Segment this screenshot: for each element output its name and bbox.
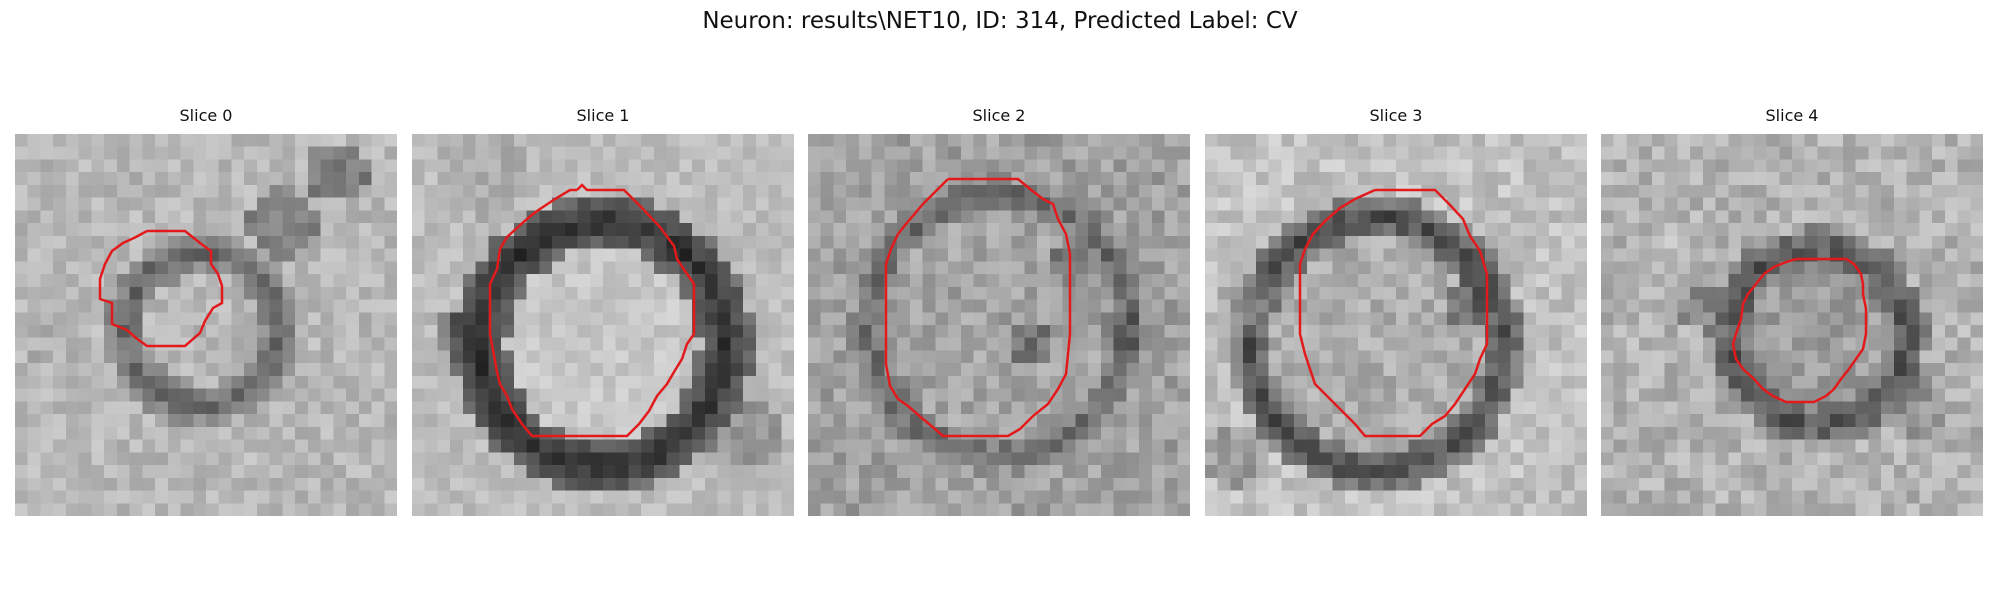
grayscale-microscopy-image-3 <box>1205 134 1587 516</box>
slice-title-3: Slice 3 <box>1369 106 1423 125</box>
segmentation-contour-1 <box>488 183 696 438</box>
grayscale-microscopy-image-2 <box>808 134 1190 516</box>
segmentation-contour-0 <box>98 229 224 348</box>
segmentation-contour-4 <box>1731 257 1868 404</box>
grayscale-microscopy-image-1 <box>412 134 794 516</box>
slice-image-1 <box>412 134 794 516</box>
slice-title-4: Slice 4 <box>1765 106 1819 125</box>
slice-image-2 <box>808 134 1190 516</box>
figure-title: Neuron: results\NET10, ID: 314, Predicte… <box>702 8 1298 34</box>
slice-title-1: Slice 1 <box>576 106 630 125</box>
segmentation-contour-2 <box>884 177 1072 438</box>
slice-title-0: Slice 0 <box>179 106 233 125</box>
grayscale-microscopy-image-4 <box>1601 134 1983 516</box>
slice-title-2: Slice 2 <box>972 106 1026 125</box>
slice-image-4 <box>1601 134 1983 516</box>
slice-image-3 <box>1205 134 1587 516</box>
grayscale-microscopy-image-0 <box>15 134 397 516</box>
slice-image-0 <box>15 134 397 516</box>
segmentation-contour-3 <box>1298 188 1489 438</box>
